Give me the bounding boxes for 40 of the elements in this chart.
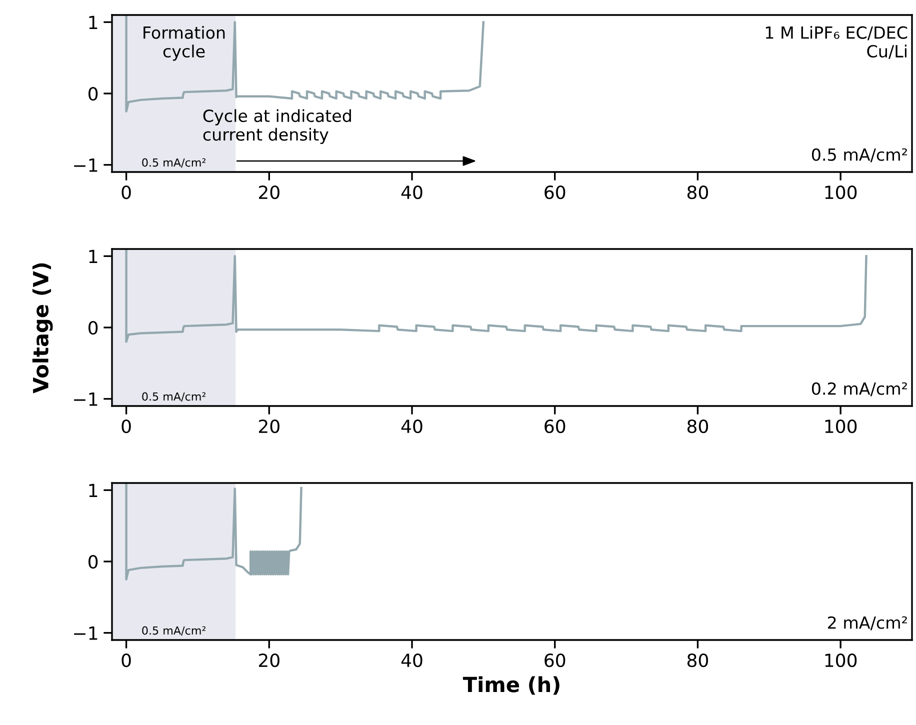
- x-axis-title: Time (h): [462, 676, 560, 695]
- y-tick-label: 0: [88, 320, 98, 335]
- line-series: [125, 249, 868, 343]
- band-label: 0.5 mA/cm²: [142, 626, 206, 636]
- x-tick-label: 60: [544, 186, 566, 200]
- x-tick-label: 0: [122, 186, 131, 200]
- y-tick-label: 1: [89, 484, 98, 497]
- annotation: Cycle at indicated current density: [203, 109, 351, 144]
- y-tick-label: 0: [88, 86, 98, 101]
- y-tick-label: 1: [89, 16, 98, 29]
- y-tick-label: −1: [74, 158, 98, 172]
- y-tick-label: −1: [74, 392, 98, 406]
- annotation: Formation cycle: [144, 26, 225, 61]
- x-tick-label: 40: [401, 420, 422, 434]
- y-tick-label: 0: [88, 554, 98, 569]
- y-axis-title: Voltage (V): [32, 263, 53, 394]
- x-tick-label: 100: [825, 186, 857, 200]
- band-label: 0.5 mA/cm²: [142, 158, 206, 168]
- annotation: 0.2 mA/cm²: [812, 382, 907, 396]
- annotation: 0.5 mA/cm²: [812, 148, 907, 162]
- annotation: 2 mA/cm²: [828, 616, 907, 630]
- x-tick-label: 60: [544, 654, 566, 668]
- x-tick-label: 80: [687, 420, 708, 434]
- x-tick-label: 20: [258, 186, 280, 200]
- x-tick-label: 40: [401, 186, 422, 200]
- band-label: 0.5 mA/cm²: [142, 392, 206, 402]
- annotation: 1 M LiPF₆ EC/DEC Cu/Li: [766, 26, 908, 59]
- y-tick-label: −1: [74, 626, 98, 640]
- y-tick-label: 1: [89, 250, 98, 263]
- x-tick-label: 100: [825, 654, 857, 668]
- x-tick-label: 20: [258, 420, 280, 434]
- x-tick-label: 0: [122, 420, 131, 434]
- x-tick-label: 80: [687, 654, 708, 668]
- x-tick-label: 60: [544, 420, 566, 434]
- x-tick-label: 0: [122, 654, 131, 668]
- x-tick-label: 80: [687, 186, 708, 200]
- x-tick-label: 100: [825, 420, 857, 434]
- x-tick-label: 20: [258, 654, 280, 668]
- x-tick-label: 40: [401, 654, 422, 668]
- line-series: [125, 483, 302, 580]
